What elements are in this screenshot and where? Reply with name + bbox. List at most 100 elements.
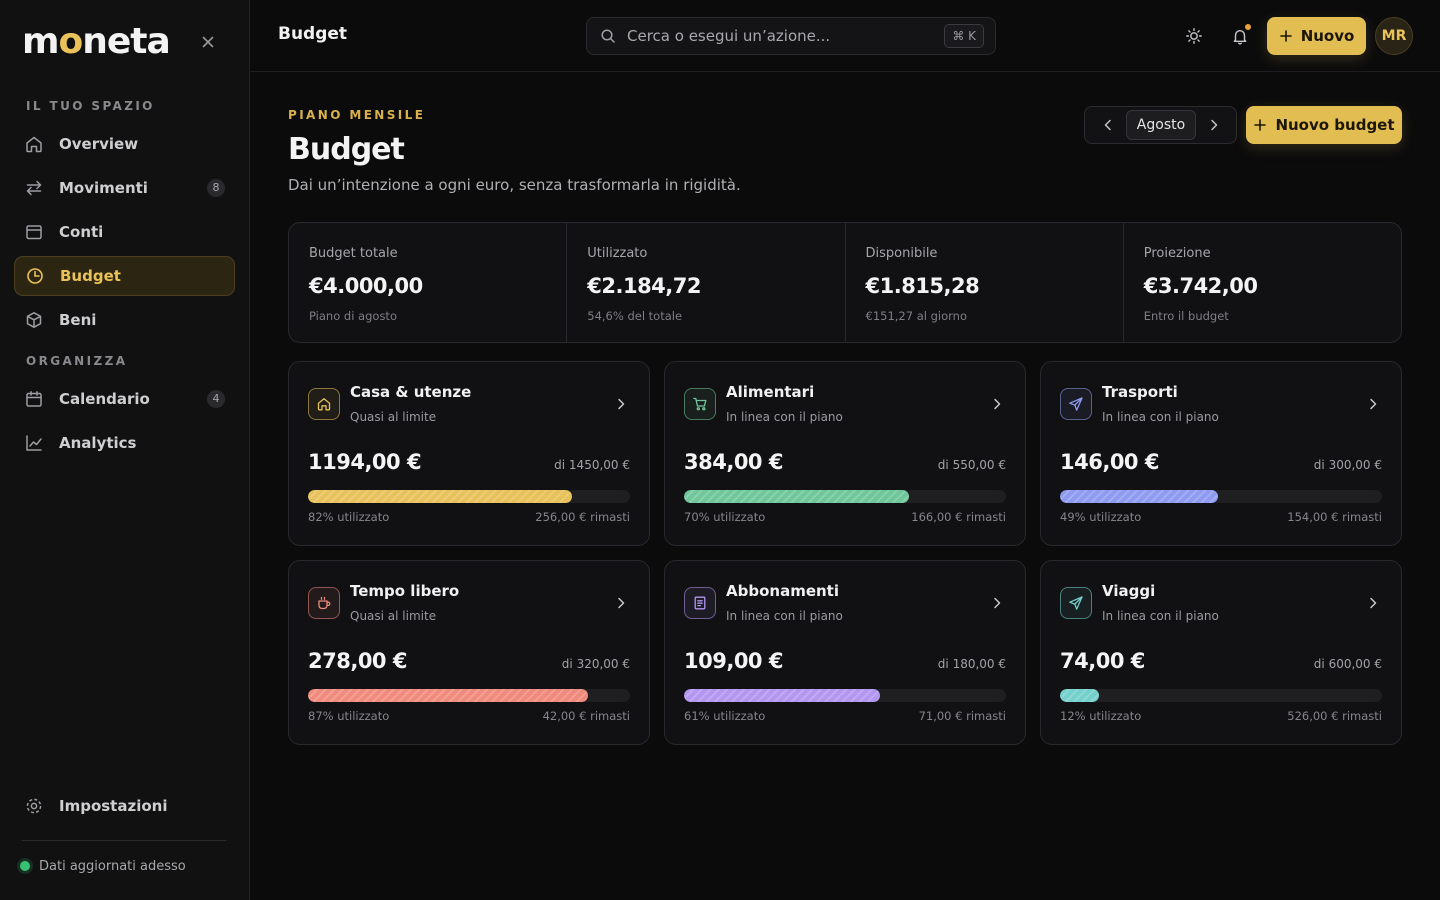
count-badge: 4 bbox=[207, 390, 225, 408]
card-used-pct: 87% utilizzato bbox=[308, 709, 390, 723]
budget-card-viaggi[interactable]: Viaggi In linea con il piano 74,00 € di … bbox=[1040, 560, 1402, 745]
summary-value: €4.000,00 bbox=[309, 274, 423, 298]
sidebar-item-impostazioni[interactable]: Impostazioni bbox=[14, 786, 235, 826]
summary-total: Budget totale €4.000,00 Piano di agosto bbox=[289, 223, 568, 342]
sidebar-item-label: Beni bbox=[59, 311, 97, 329]
card-used-pct: 61% utilizzato bbox=[684, 709, 766, 723]
progress-track bbox=[308, 689, 630, 702]
box-icon bbox=[24, 310, 44, 330]
progress-track bbox=[308, 490, 630, 503]
sidebar-item-overview[interactable]: Overview bbox=[14, 124, 235, 164]
card-spent: 384,00 € bbox=[684, 450, 783, 474]
sidebar-item-budget[interactable]: Budget bbox=[14, 256, 235, 296]
card-spent: 1194,00 € bbox=[308, 450, 422, 474]
home-icon bbox=[308, 388, 340, 420]
page-title: Budget bbox=[288, 132, 405, 167]
card-status: In linea con il piano bbox=[1102, 609, 1219, 623]
calendar-icon bbox=[24, 389, 44, 409]
month-select[interactable]: Agosto bbox=[1126, 110, 1196, 140]
summary-label: Proiezione bbox=[1143, 246, 1211, 261]
card-title: Trasporti bbox=[1102, 383, 1178, 401]
budget-card-tempo-libero[interactable]: Tempo libero Quasi al limite 278,00 € di… bbox=[288, 560, 650, 745]
card-limit: di 180,00 € bbox=[937, 657, 1006, 671]
card-status: Quasi al limite bbox=[350, 609, 437, 623]
analytics-icon bbox=[24, 433, 44, 453]
summary-label: Utilizzato bbox=[587, 246, 648, 261]
chevron-right-icon bbox=[1365, 595, 1381, 611]
card-limit: di 300,00 € bbox=[1313, 458, 1382, 472]
budget-card-alimentari[interactable]: Alimentari In linea con il piano 384,00 … bbox=[664, 361, 1026, 546]
card-title: Abbonamenti bbox=[726, 582, 839, 600]
topbar: Budget Cerca o esegui un’azione... ⌘ K N… bbox=[250, 0, 1440, 72]
budget-card-abbonamenti[interactable]: Abbonamenti In linea con il piano 109,00… bbox=[664, 560, 1026, 745]
summary-label: Disponibile bbox=[865, 246, 938, 261]
card-limit: di 1450,00 € bbox=[554, 458, 630, 472]
send-icon bbox=[1060, 587, 1092, 619]
sidebar-item-label: Movimenti bbox=[59, 179, 148, 197]
sidebar-item-label: Budget bbox=[60, 267, 121, 285]
logo[interactable]: moneta bbox=[22, 21, 171, 62]
summary-projection: Proiezione €3.742,00 Entro il budget bbox=[1124, 223, 1401, 342]
card-spent: 146,00 € bbox=[1060, 450, 1159, 474]
progress-fill bbox=[1060, 689, 1099, 702]
budget-card-casa[interactable]: Casa & utenze Quasi al limite 1194,00 € … bbox=[288, 361, 650, 546]
summary-value: €2.184,72 bbox=[587, 274, 701, 298]
logo-row: moneta bbox=[22, 22, 228, 62]
chevron-right-icon bbox=[613, 396, 629, 412]
summary-value: €3.742,00 bbox=[1143, 274, 1258, 298]
sidebar-item-analytics[interactable]: Analytics bbox=[14, 423, 235, 463]
progress-track bbox=[1060, 490, 1382, 503]
plus-icon bbox=[1253, 118, 1267, 132]
sidebar-item-conti[interactable]: Conti bbox=[14, 212, 235, 252]
card-status: In linea con il piano bbox=[1102, 410, 1219, 424]
shortcut-hint: ⌘ K bbox=[944, 24, 984, 48]
card-remaining: 71,00 € rimasti bbox=[918, 709, 1006, 723]
card-used-pct: 82% utilizzato bbox=[308, 510, 390, 524]
sidebar-item-label: Overview bbox=[59, 135, 139, 153]
sidebar-item-calendario[interactable]: Calendario 4 bbox=[14, 379, 235, 419]
search-input[interactable]: Cerca o esegui un’azione... ⌘ K bbox=[586, 17, 996, 55]
pie-chart-icon bbox=[25, 266, 45, 286]
avatar[interactable]: MR bbox=[1375, 17, 1413, 55]
progress-track bbox=[684, 689, 1006, 702]
sidebar-item-beni[interactable]: Beni bbox=[14, 300, 235, 340]
chevron-left-icon[interactable] bbox=[1099, 116, 1117, 134]
online-dot bbox=[20, 861, 30, 871]
summary-note: 54,6% del totale bbox=[587, 309, 683, 323]
card-used-pct: 49% utilizzato bbox=[1060, 510, 1142, 524]
progress-fill bbox=[684, 689, 881, 702]
progress-fill bbox=[308, 689, 589, 702]
close-sidebar-icon[interactable] bbox=[198, 32, 218, 52]
divider bbox=[22, 840, 226, 841]
card-status: In linea con il piano bbox=[726, 410, 843, 424]
card-spent: 74,00 € bbox=[1060, 649, 1145, 673]
budget-card-trasporti[interactable]: Trasporti In linea con il piano 146,00 €… bbox=[1040, 361, 1402, 546]
chevron-right-icon[interactable] bbox=[1205, 116, 1223, 134]
page-subtitle: Dai un’intenzione a ogni euro, senza tra… bbox=[288, 176, 741, 194]
progress-track bbox=[1060, 689, 1382, 702]
summary-used: Utilizzato €2.184,72 54,6% del totale bbox=[567, 223, 846, 342]
card-title: Viaggi bbox=[1102, 582, 1156, 600]
notification-dot bbox=[1245, 24, 1251, 30]
sidebar-item-movimenti[interactable]: Movimenti 8 bbox=[14, 168, 235, 208]
card-remaining: 42,00 € rimasti bbox=[542, 709, 630, 723]
transfer-icon bbox=[24, 178, 44, 198]
sidebar-item-label: Calendario bbox=[59, 390, 150, 408]
card-limit: di 550,00 € bbox=[937, 458, 1006, 472]
card-remaining: 526,00 € rimasti bbox=[1287, 709, 1382, 723]
notifications-bell-icon[interactable] bbox=[1226, 22, 1254, 50]
sidebar-item-label: Conti bbox=[59, 223, 104, 241]
progress-fill bbox=[1060, 490, 1218, 503]
new-budget-button-label: Nuovo budget bbox=[1275, 116, 1395, 134]
progress-fill bbox=[308, 490, 573, 503]
page-eyebrow: PIANO MENSILE bbox=[288, 108, 426, 122]
wallet-icon bbox=[24, 222, 44, 242]
card-remaining: 154,00 € rimasti bbox=[1287, 510, 1382, 524]
new-button[interactable]: Nuovo bbox=[1267, 17, 1366, 55]
theme-toggle-sun-icon[interactable] bbox=[1180, 22, 1208, 50]
topbar-title: Budget bbox=[278, 24, 348, 44]
count-badge: 8 bbox=[207, 179, 225, 197]
new-budget-button[interactable]: Nuovo budget bbox=[1246, 106, 1402, 144]
section-label-organize: ORGANIZZA bbox=[26, 354, 128, 368]
search-placeholder: Cerca o esegui un’azione... bbox=[627, 27, 831, 45]
